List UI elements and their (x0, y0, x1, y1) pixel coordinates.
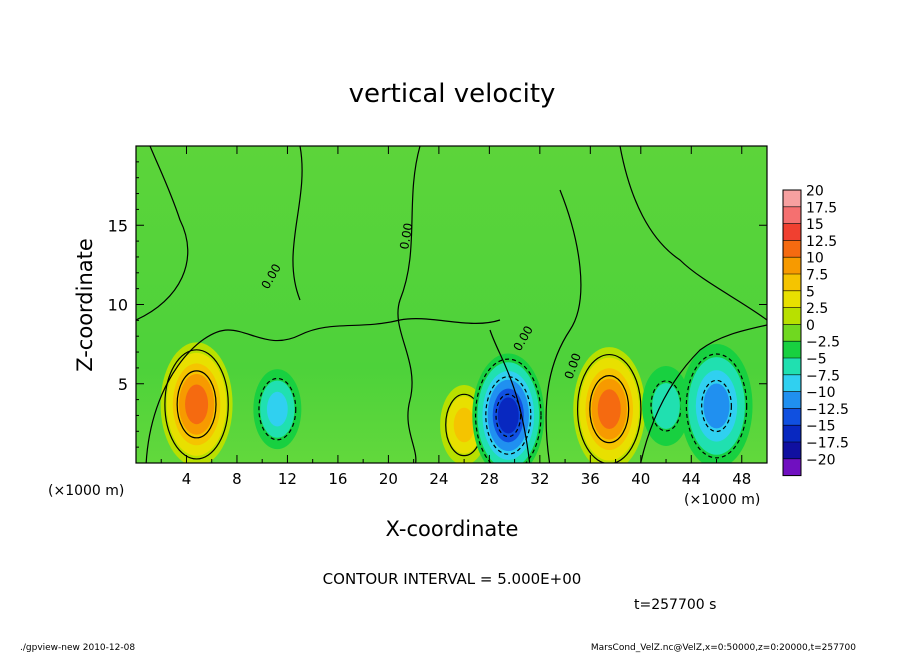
colorbar-label: 10 (806, 251, 824, 267)
colorbar-swatch (783, 341, 801, 358)
y-axis-label: Z-coordinate (73, 238, 97, 372)
x-tick-label: 24 (429, 470, 448, 488)
colorbar-label: −10 (806, 385, 836, 401)
colorbar-swatch (783, 358, 801, 375)
footer-left: ./gpview-new 2010-12-08 (20, 643, 135, 653)
contour-line (701, 379, 732, 433)
colorbar-swatch (783, 307, 801, 325)
x-tick-label: 8 (232, 470, 242, 488)
velocity-band (703, 383, 730, 429)
velocity-band (185, 384, 209, 425)
colorbar-swatch (783, 223, 801, 241)
contour-line (685, 353, 748, 459)
colorbar-label: −15 (806, 419, 836, 435)
colorbar-swatch (783, 442, 801, 459)
colorbar-swatch (783, 206, 801, 224)
time-text: t=257700 s (634, 597, 716, 613)
x-tick-label: 48 (732, 470, 751, 488)
colorbar-swatch (783, 391, 801, 409)
x-unit-left: (×1000 m) (48, 483, 124, 499)
colorbar: 2017.51512.5107.552.50−2.5−5−7.5−10−12.5… (782, 184, 849, 477)
colorbar-swatch (783, 240, 801, 258)
x-tick-label: 20 (379, 470, 398, 488)
contour-label: 0.00 (397, 222, 415, 251)
colorbar-label: 15 (806, 217, 824, 233)
contour-line (164, 349, 229, 460)
colorbar-label: 17.5 (806, 200, 837, 216)
contour-line (176, 370, 217, 439)
x-axis: 4 8 12 16 20 24 28 32 36 40 44 48 (160, 146, 751, 488)
colorbar-label: 2.5 (806, 301, 828, 317)
contour-line (495, 393, 522, 438)
zero-contour (136, 146, 189, 321)
y-tick-label: 5 (118, 375, 128, 394)
y-tick-label: 15 (108, 216, 128, 235)
zero-contour (619, 146, 767, 321)
colorbar-swatch (783, 257, 801, 274)
colorbar-swatch (783, 408, 801, 426)
zero-contour (145, 318, 501, 463)
x-axis-label: X-coordinate (386, 517, 519, 541)
y-tick-label: 10 (108, 296, 128, 315)
colorbar-swatch (783, 374, 801, 392)
zero-contour (489, 329, 531, 463)
x-tick-label: 28 (480, 470, 499, 488)
x-unit-right: (×1000 m) (684, 492, 760, 508)
colorbar-frame (782, 189, 802, 477)
colorbar-swatch (783, 425, 801, 442)
contour-line (589, 375, 630, 444)
zero-contour (545, 189, 582, 463)
zero-contour (292, 146, 303, 301)
y-axis: 5 10 15 (108, 161, 767, 448)
colorbar-label: −7.5 (806, 368, 840, 384)
velocity-band (453, 407, 475, 443)
colorbar-swatch (783, 190, 801, 207)
colorbar-label: −2.5 (806, 335, 840, 351)
colorbar-label: −20 (806, 452, 836, 468)
zero-contour (397, 146, 421, 463)
x-tick-label: 40 (631, 470, 650, 488)
x-tick-label: 32 (530, 470, 549, 488)
colorbar-label: −5 (806, 352, 827, 368)
colorbar-label: 0 (806, 318, 815, 334)
velocity-band (652, 382, 680, 429)
chart-title: vertical velocity (349, 79, 556, 109)
contour-line (258, 377, 297, 441)
zero-contour (640, 324, 767, 463)
contour-line (485, 376, 532, 455)
colorbar-label: −12.5 (806, 402, 849, 418)
colorbar-swatch (783, 458, 801, 476)
x-tick-label: 16 (328, 470, 347, 488)
footer-right: MarsCond_VelZ.nc@VelZ,x=0:50000,z=0:2000… (591, 643, 856, 653)
colorbar-swatch (783, 324, 801, 342)
x-tick-label: 36 (581, 470, 600, 488)
colorbar-label: 12.5 (806, 234, 837, 250)
velocity-field: 0.000.000.000.00 (136, 146, 767, 463)
colorbar-label: 7.5 (806, 268, 828, 284)
colorbar-swatch (783, 290, 801, 308)
colorbar-swatch (783, 274, 801, 291)
contour-interval-text: CONTOUR INTERVAL = 5.000E+00 (323, 570, 582, 588)
plot-area: 0.000.000.000.00 (135, 145, 768, 464)
velocity-band (497, 397, 519, 434)
x-tick-label: 4 (182, 470, 192, 488)
colorbar-label: −17.5 (806, 436, 849, 452)
contour-line (576, 353, 642, 463)
velocity-band (266, 391, 288, 427)
x-tick-label: 12 (278, 470, 297, 488)
colorbar-label: 20 (806, 184, 824, 200)
velocity-band (597, 389, 621, 429)
contour-line (474, 358, 542, 463)
colorbar-label: 5 (806, 284, 815, 300)
x-tick-label: 44 (682, 470, 701, 488)
